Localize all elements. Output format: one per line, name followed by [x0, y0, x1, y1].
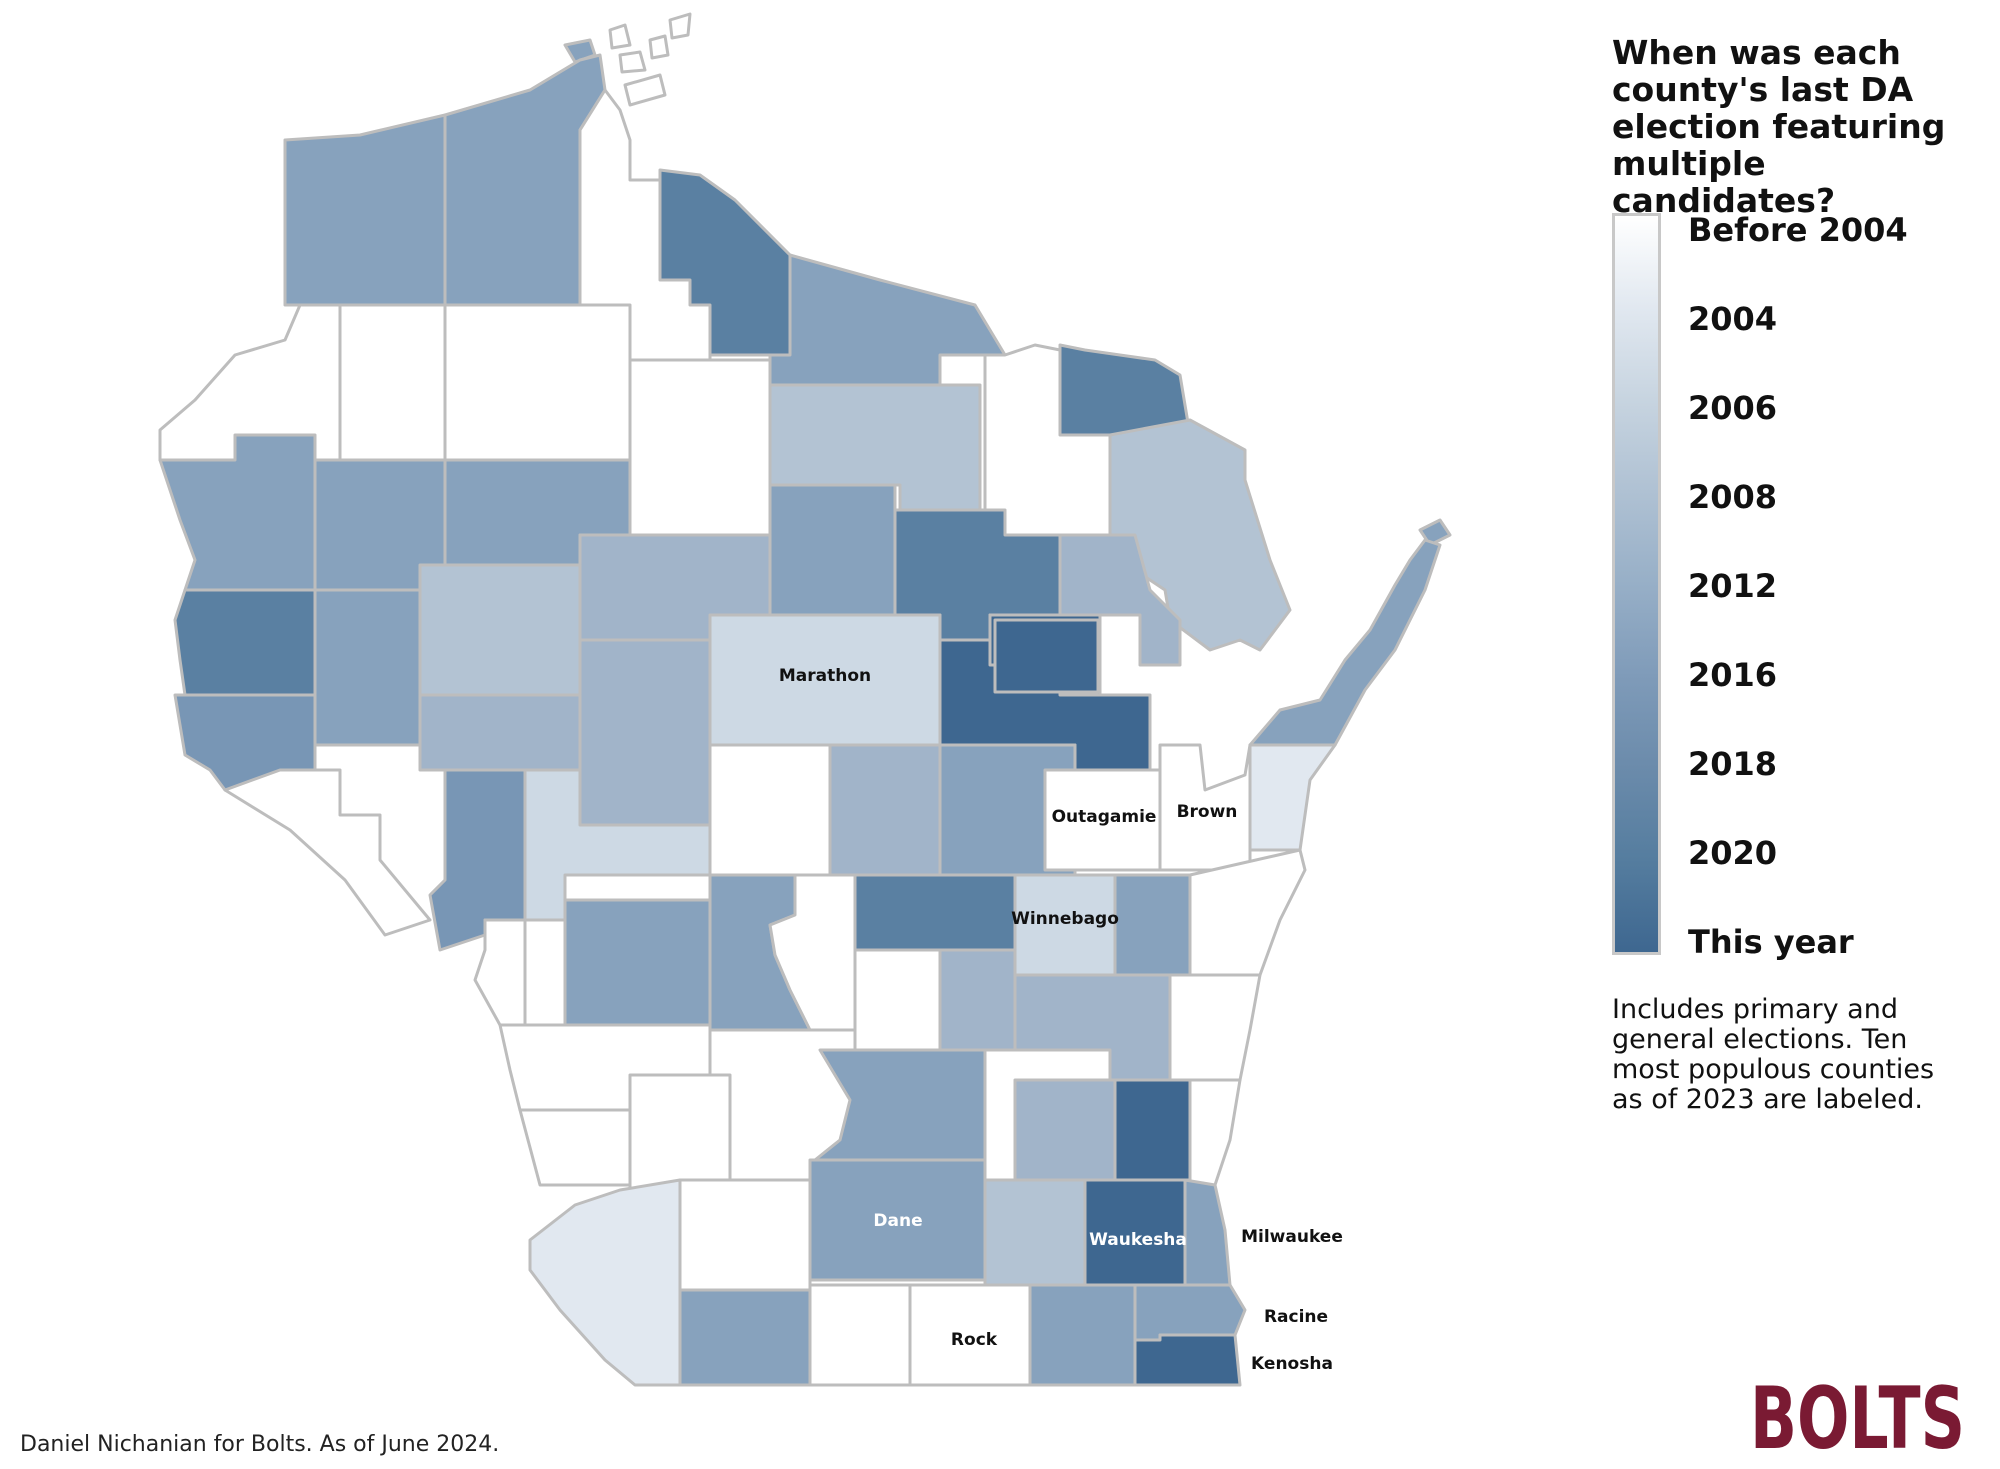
county-green [808, 1283, 912, 1387]
county-green-lake [938, 948, 1017, 1052]
county-clark [578, 638, 712, 827]
legend-tick-2020: 2020 [1688, 834, 1778, 872]
county-vilas [768, 253, 1007, 387]
county-dodge [1013, 1078, 1122, 1182]
legend-tick-2008: 2008 [1688, 478, 1778, 516]
county-grant [528, 1178, 682, 1387]
county-st-croix [173, 588, 317, 697]
county-island-4 [648, 34, 670, 60]
bolts-logo-text: BOLTS [1750, 1370, 1965, 1460]
county-dunn [313, 588, 422, 747]
county-island-2 [608, 23, 632, 50]
county-island-5 [668, 12, 692, 40]
county-racine [1133, 1283, 1247, 1342]
county-douglas [283, 113, 447, 307]
legend-tick-2006: 2006 [1688, 389, 1778, 427]
legend-tick-2018: 2018 [1688, 745, 1778, 783]
label-winnebago: Winnebago [1011, 909, 1119, 929]
islands [563, 12, 1452, 547]
label-racine: Racine [1264, 1307, 1328, 1327]
label-outagamie: Outagamie [1052, 807, 1157, 827]
county-florence [1058, 343, 1192, 437]
county-pepin-buffalo-west [223, 768, 432, 937]
county-washburn [338, 303, 447, 462]
legend-color-bar [1612, 213, 1661, 955]
label-dane: Dane [873, 1211, 922, 1231]
county-wood [708, 743, 832, 877]
label-marathon: Marathon [779, 666, 871, 686]
county-door [1248, 538, 1442, 747]
legend-title: When was each county's last DA election … [1612, 33, 1946, 220]
county-walworth [1028, 1283, 1137, 1387]
county-waushara [853, 873, 1017, 952]
county-eau-claire [418, 693, 582, 772]
county-sawyer [443, 303, 632, 462]
legend-tick-before-2004: Before 2004 [1688, 211, 1908, 249]
county-price [628, 358, 772, 537]
county-marquette [853, 948, 942, 1052]
label-rock: Rock [951, 1330, 998, 1350]
county-sheboygan [1168, 973, 1262, 1082]
credit-line: Daniel Nichanian for Bolts. As of June 2… [20, 1432, 500, 1457]
legend-tick-2016: 2016 [1688, 656, 1778, 694]
county-island-3 [618, 50, 647, 74]
county-chippewa [418, 563, 582, 697]
county-milwaukee [1183, 1178, 1232, 1287]
county-iowa [678, 1178, 812, 1292]
label-kenosha: Kenosha [1251, 1354, 1333, 1374]
county-washington [1113, 1078, 1192, 1182]
label-waukesha: Waukesha [1089, 1230, 1187, 1250]
bolts-logo: BOLTS [1750, 1370, 1965, 1460]
county-island-6 [623, 73, 667, 107]
legend-tick-2004: 2004 [1688, 300, 1778, 338]
county-sauk [813, 1048, 987, 1162]
county-monroe [563, 898, 712, 1032]
label-milwaukee: Milwaukee [1241, 1227, 1343, 1247]
county-lafayette [678, 1288, 812, 1387]
county-kenosha [1133, 1333, 1242, 1387]
county-ozaukee [1188, 1078, 1242, 1187]
label-brown: Brown [1177, 802, 1238, 822]
county-crawford [518, 1108, 632, 1187]
legend-tick-2012: 2012 [1688, 567, 1778, 605]
county-lincoln [768, 483, 897, 617]
legend-tick-this-year: This year [1688, 923, 1854, 961]
county-iron [658, 168, 792, 357]
county-brown [1158, 743, 1252, 872]
county-calumet [1113, 873, 1192, 977]
county-portage [828, 743, 942, 877]
county-richland [628, 1073, 732, 1197]
legend-note: Includes primary and general elections. … [1612, 994, 1935, 1115]
county-jefferson [983, 1178, 1087, 1287]
county-kewaunee [1248, 743, 1337, 852]
county-menominee-inner [993, 618, 1100, 694]
